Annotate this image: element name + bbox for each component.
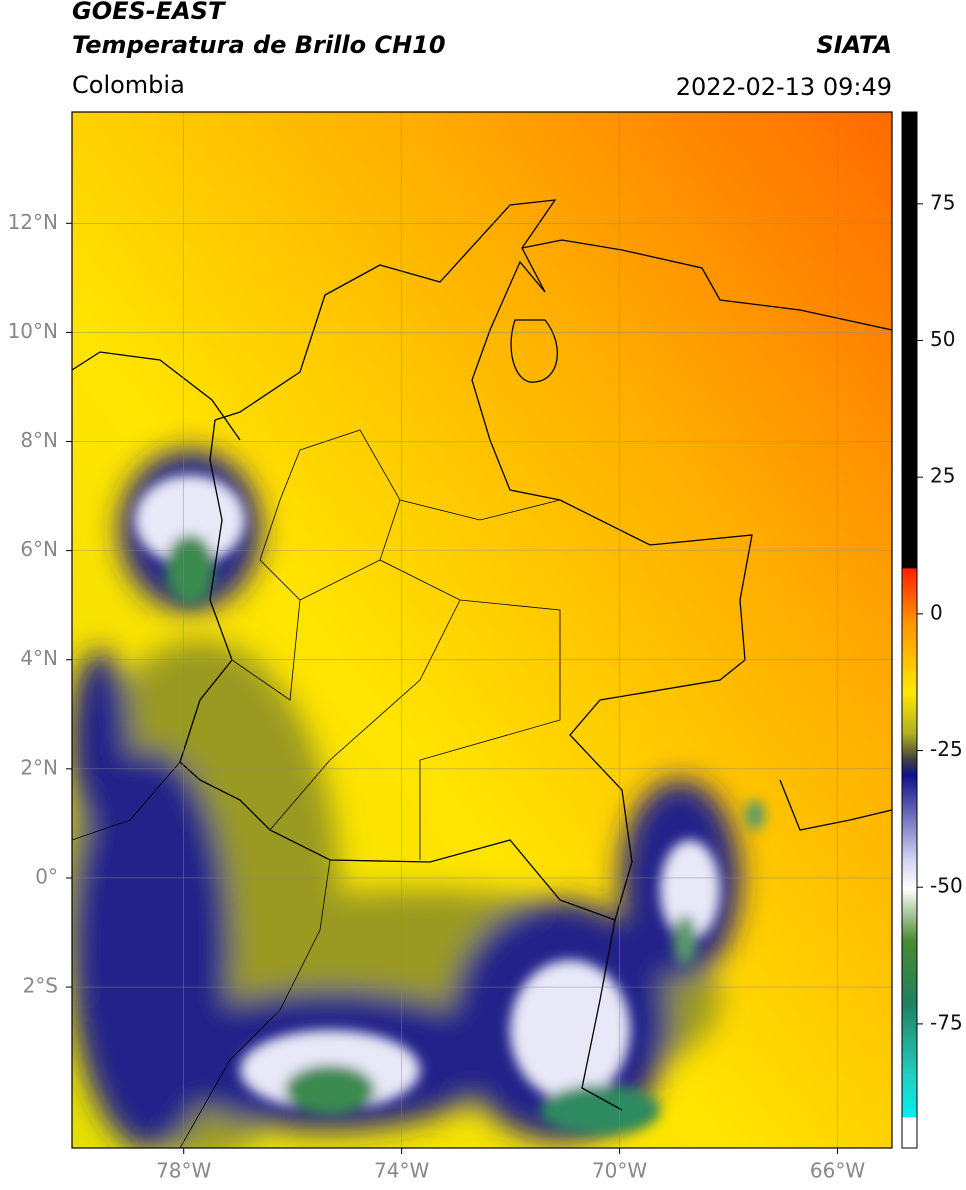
region: Colombia bbox=[72, 71, 185, 99]
colorbar-label: -75 bbox=[930, 1010, 963, 1034]
colorbar-label: 50 bbox=[930, 327, 955, 351]
colorbar-label: 0 bbox=[930, 600, 943, 624]
source: SIATA bbox=[816, 31, 892, 59]
x-tick-label: 66°W bbox=[810, 1159, 865, 1183]
imagery bbox=[72, 112, 892, 1148]
y-tick-label: 10°N bbox=[8, 319, 58, 343]
subtitle: Temperatura de Brillo CH10 bbox=[72, 31, 446, 59]
x-tick-label: 74°W bbox=[374, 1159, 429, 1183]
y-tick-label: 4°N bbox=[20, 646, 58, 670]
y-tick-label: 8°N bbox=[20, 428, 58, 452]
grid bbox=[72, 112, 892, 1148]
colorbar-label: 75 bbox=[930, 190, 955, 214]
map-frame bbox=[71, 111, 893, 1149]
title: GOES-EAST bbox=[72, 0, 226, 25]
y-tick-label: 12°N bbox=[8, 210, 58, 234]
y-tick-label: 2°N bbox=[20, 755, 58, 779]
x-tick-label: 78°W bbox=[156, 1159, 211, 1183]
y-tick-label: 6°N bbox=[20, 537, 58, 561]
colorbar bbox=[901, 111, 918, 1149]
y-tick-label: 2°S bbox=[23, 974, 58, 998]
datetime: 2022-02-13 09:49 bbox=[676, 73, 892, 101]
colorbar-label: -50 bbox=[930, 874, 963, 898]
colorbar-label: -25 bbox=[930, 737, 963, 761]
x-tick-label: 70°W bbox=[592, 1159, 647, 1183]
y-tick-label: 0° bbox=[35, 864, 58, 888]
colorbar-label: 25 bbox=[930, 464, 955, 488]
